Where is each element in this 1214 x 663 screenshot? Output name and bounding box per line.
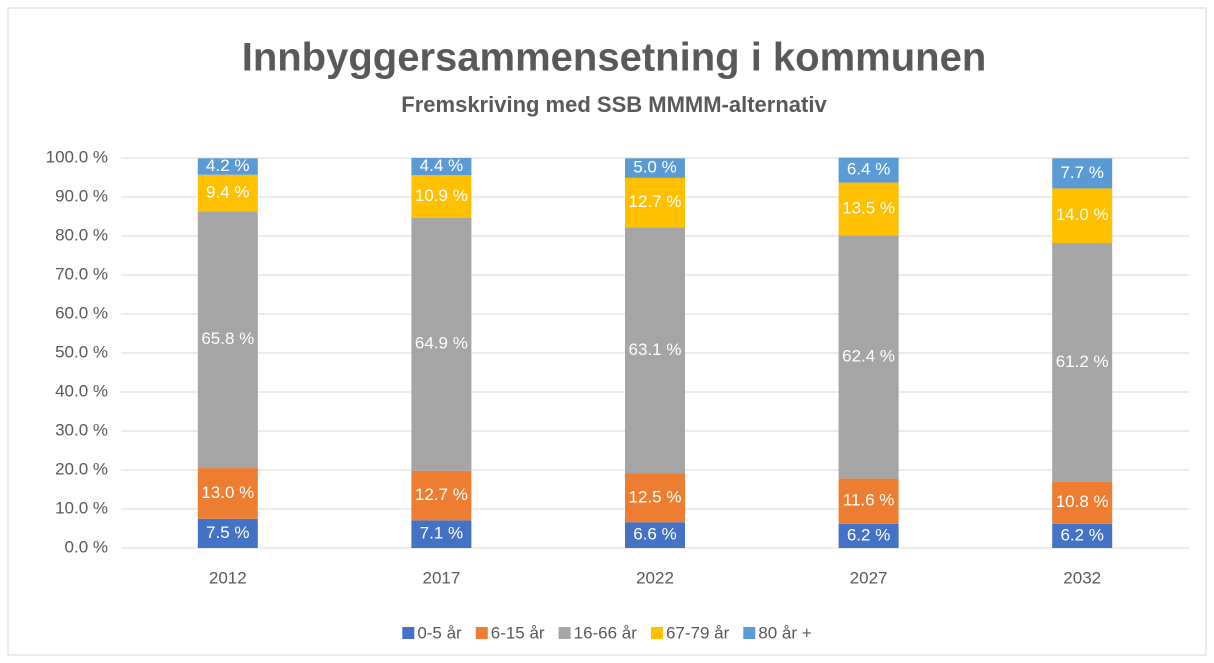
- data-label: 6.2 %: [1060, 525, 1103, 544]
- x-tick-label: 2022: [636, 568, 674, 587]
- data-label: 6.4 %: [847, 160, 890, 179]
- bar-segment: [411, 175, 472, 218]
- data-label: 11.6 %: [843, 491, 895, 510]
- data-label: 65.8 %: [201, 329, 254, 348]
- y-tick-label: 90.0 %: [55, 186, 108, 205]
- bar-segment: [1052, 481, 1113, 524]
- bar-segment: [625, 158, 685, 178]
- bar-segment: [1052, 158, 1113, 189]
- y-tick-label: 40.0 %: [55, 381, 108, 400]
- chart-title: Innbyggersammensetning i kommunen: [242, 36, 987, 80]
- legend-label: 16-66 år: [574, 623, 638, 642]
- bar-segment: [411, 470, 472, 521]
- data-label: 12.7 %: [415, 485, 468, 504]
- bar-segment: [838, 157, 899, 183]
- legend-swatch: [475, 627, 488, 639]
- data-label: 12.5 %: [629, 487, 682, 506]
- legend-label: 6-15 år: [491, 623, 545, 642]
- data-label: 63.1 %: [629, 340, 682, 359]
- x-tick-label: 2027: [850, 568, 888, 587]
- y-tick-label: 10.0 %: [55, 498, 108, 517]
- legend-label: 67-79 år: [666, 623, 730, 642]
- bar-segment: [838, 235, 899, 479]
- legend-swatch: [743, 627, 756, 639]
- bar-segment: [411, 217, 472, 471]
- bar-segment: [625, 522, 685, 548]
- data-label: 9.4 %: [206, 183, 249, 202]
- y-tick-label: 20.0 %: [55, 459, 108, 478]
- bar-segment: [197, 518, 258, 548]
- y-tick-label: 70.0 %: [55, 264, 108, 283]
- bar-segment: [838, 523, 899, 548]
- legend-swatch: [402, 627, 415, 639]
- bar-segment: [1052, 243, 1113, 482]
- y-tick-label: 30.0 %: [55, 420, 108, 439]
- bar-segment: [625, 473, 685, 523]
- data-label: 7.7 %: [1060, 163, 1103, 182]
- bar-segment: [838, 182, 899, 236]
- legend-swatch: [558, 627, 571, 639]
- data-label: 14.0 %: [1056, 205, 1109, 224]
- data-label: 7.1 %: [420, 524, 463, 543]
- y-tick-label: 0.0 %: [65, 537, 108, 556]
- legend-label: 0-5 år: [417, 623, 462, 642]
- bar-segment: [197, 468, 258, 519]
- data-label: 7.5 %: [206, 523, 249, 542]
- bar-segment: [625, 177, 685, 228]
- data-label: 6.2 %: [847, 525, 890, 544]
- data-label: 4.4 %: [420, 156, 463, 175]
- data-label: 10.8 %: [1056, 492, 1109, 511]
- chart-subtitle: Fremskriving med SSB MMMM-alternativ: [401, 92, 827, 117]
- y-tick-label: 80.0 %: [55, 225, 108, 244]
- legend-label: 80 år +: [758, 623, 811, 642]
- y-tick-label: 100.0 %: [46, 147, 108, 166]
- data-label: 62.4 %: [842, 346, 895, 365]
- bar-segment: [197, 211, 258, 469]
- data-label: 5.0 %: [633, 158, 676, 177]
- y-tick-label: 50.0 %: [55, 342, 108, 361]
- bar-segment: [411, 158, 472, 176]
- data-label: 61.2 %: [1056, 352, 1109, 371]
- legend-swatch: [650, 627, 663, 639]
- data-label: 6.6 %: [633, 525, 676, 544]
- bar-segment: [625, 227, 685, 474]
- y-tick-label: 60.0 %: [55, 303, 108, 322]
- bar-segment: [1052, 188, 1113, 244]
- data-label: 4.2 %: [206, 156, 249, 175]
- x-tick-label: 2012: [209, 568, 247, 587]
- data-label: 64.9 %: [415, 334, 468, 353]
- x-tick-label: 2017: [422, 568, 460, 587]
- bar-segment: [838, 478, 899, 524]
- bar-segment: [197, 158, 258, 175]
- x-tick-label: 2032: [1063, 568, 1101, 587]
- bar-segment: [411, 520, 472, 548]
- bar-segment: [1052, 523, 1113, 548]
- bar-segment: [197, 174, 258, 212]
- data-label: 13.5 %: [842, 198, 895, 217]
- data-label: 12.7 %: [629, 192, 682, 211]
- data-label: 13.0 %: [201, 483, 254, 502]
- data-label: 10.9 %: [415, 186, 468, 205]
